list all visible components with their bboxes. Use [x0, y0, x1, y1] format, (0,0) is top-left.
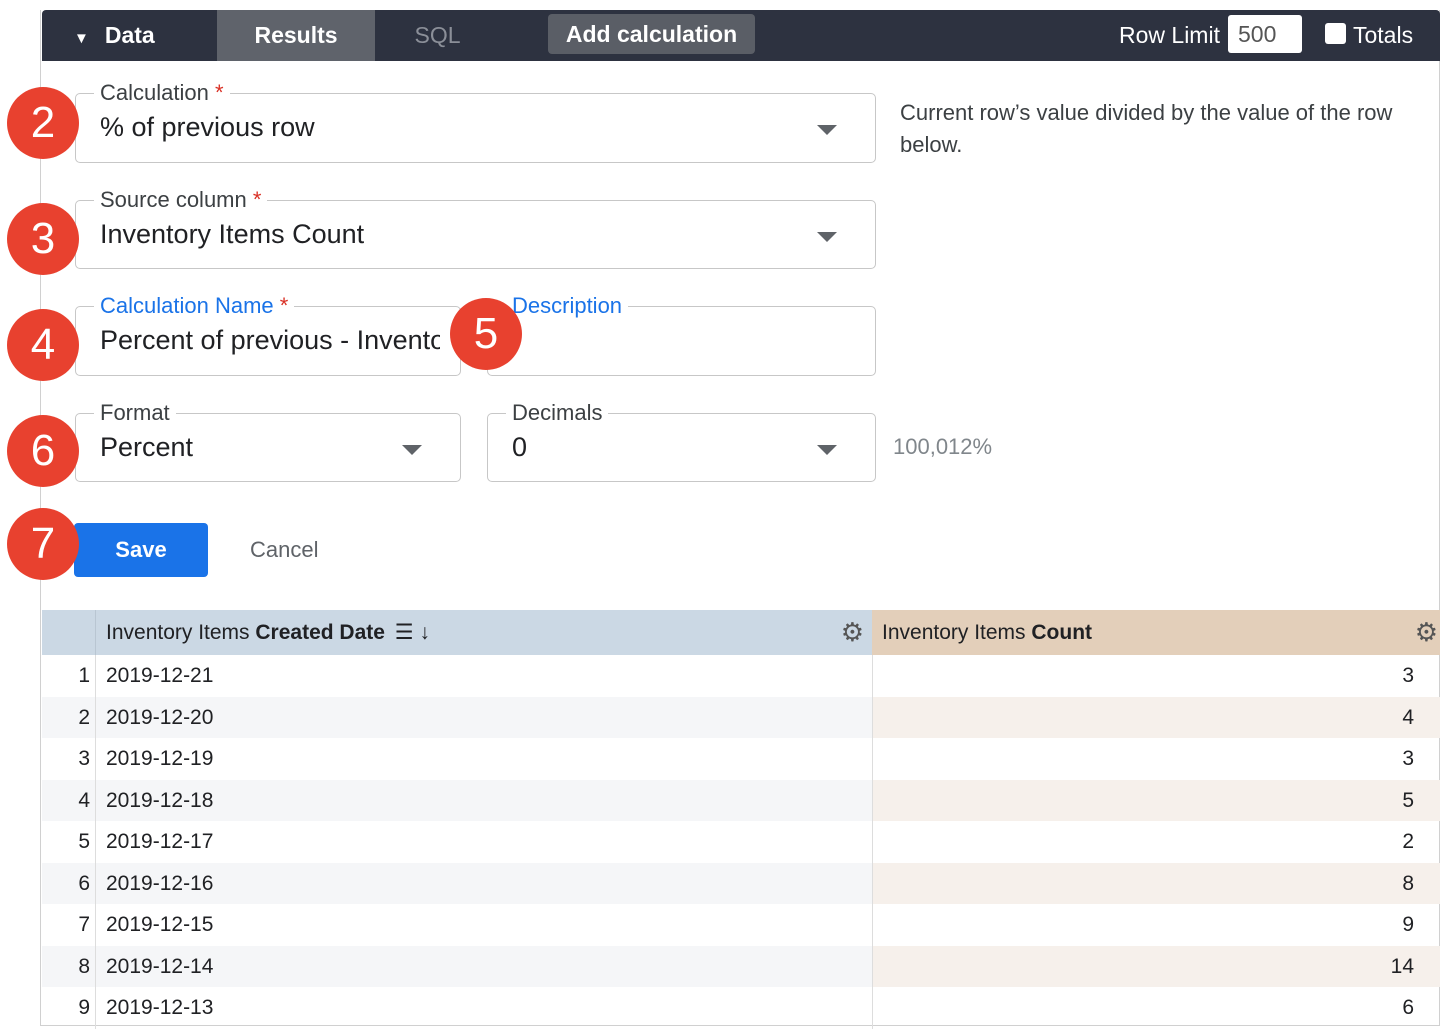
row-number: 7 — [78, 913, 90, 936]
table-row: 2 2019-12-20 4 — [42, 696, 1440, 738]
chevron-down-icon — [817, 445, 837, 455]
column-header-prefix: Inventory Items — [882, 621, 1032, 644]
count-cell: 14 — [872, 945, 1440, 987]
row-number: 9 — [78, 996, 90, 1019]
date-cell: 2019-12-21 — [95, 655, 872, 697]
table-row: 5 2019-12-17 2 — [42, 821, 1440, 863]
sql-tab[interactable]: SQL — [414, 22, 461, 48]
count-cell: 9 — [872, 904, 1440, 946]
chevron-down-icon — [402, 445, 422, 455]
chevron-down-icon — [817, 232, 837, 242]
cancel-button[interactable]: Cancel — [250, 537, 319, 562]
count-cell: 4 — [872, 696, 1440, 738]
table-row: 8 2019-12-14 14 — [42, 945, 1440, 987]
row-limit-label: Row Limit — [1119, 22, 1220, 48]
column-header-count[interactable]: Inventory Items Count ⚙ — [872, 610, 1440, 655]
row-limit-input[interactable]: 500 — [1228, 15, 1302, 53]
date-cell: 2019-12-15 — [95, 904, 872, 946]
table-row: 6 2019-12-16 8 — [42, 862, 1440, 904]
add-calculation-button[interactable]: Add calculation — [548, 14, 755, 54]
count-cell: 6 — [872, 987, 1440, 1029]
row-number: 2 — [78, 705, 90, 729]
calculation-name-label: Calculation Name * — [94, 293, 295, 319]
date-cell: 2019-12-16 — [95, 862, 872, 904]
sort-descending-icon: ↓ — [419, 621, 430, 644]
calculation-select[interactable]: Calculation * % of previous row — [75, 80, 876, 163]
column-header-field: Count — [1031, 621, 1093, 644]
row-number: 4 — [78, 788, 90, 812]
caret-down-icon: ▼ — [74, 30, 89, 47]
format-value: Percent — [100, 432, 194, 462]
calculation-help-text: Current row’s value divided by the value… — [900, 100, 1393, 157]
row-number: 6 — [78, 871, 90, 895]
totals-label: Totals — [1353, 22, 1414, 48]
date-cell: 2019-12-14 — [95, 945, 872, 987]
calculation-name-value: Percent of previous - Inventory Items Co… — [100, 325, 440, 355]
pivot-icon: ☰ — [394, 621, 414, 644]
count-cell: 5 — [872, 779, 1440, 821]
step-badge-7: 7 — [7, 508, 79, 580]
column-header-created-date[interactable]: Inventory Items Created Date ☰ ↓ ⚙ — [95, 610, 872, 655]
gear-icon[interactable]: ⚙ — [1414, 617, 1438, 647]
count-cell: 2 — [872, 821, 1440, 863]
decimals-label: Decimals — [506, 400, 609, 426]
table-row: 1 2019-12-21 3 — [42, 655, 1440, 697]
totals-checkbox[interactable] — [1325, 23, 1346, 44]
date-cell: 2019-12-13 — [95, 987, 872, 1029]
data-tab[interactable]: ▼ Data — [42, 10, 217, 61]
format-label: Format — [94, 400, 176, 426]
date-cell: 2019-12-19 — [95, 738, 872, 780]
step-badge-2: 2 — [7, 87, 79, 159]
date-cell: 2019-12-18 — [95, 779, 872, 821]
format-select[interactable]: Format Percent — [75, 400, 461, 482]
chevron-down-icon — [817, 125, 837, 135]
description-input[interactable]: Description — [487, 293, 876, 376]
table-row: 9 2019-12-13 6 — [42, 987, 1440, 1029]
date-cell: 2019-12-17 — [95, 821, 872, 863]
source-column-select[interactable]: Source column * Inventory Items Count — [75, 187, 876, 269]
column-header-prefix: Inventory Items — [106, 621, 256, 644]
step-badge-3: 3 — [7, 203, 79, 275]
calculation-name-input[interactable]: Calculation Name * Percent of previous -… — [75, 293, 461, 376]
table-row: 4 2019-12-18 5 — [42, 779, 1440, 821]
results-tab[interactable]: Results — [217, 10, 375, 61]
step-badge-5: 5 — [450, 298, 522, 370]
row-number: 1 — [78, 664, 90, 687]
count-cell: 3 — [872, 655, 1440, 697]
row-number: 8 — [78, 954, 90, 978]
source-column-value: Inventory Items Count — [100, 219, 365, 249]
calculation-label: Calculation * — [94, 80, 230, 106]
row-number: 3 — [78, 747, 90, 770]
format-preview: 100,012% — [893, 434, 993, 459]
explore-toolbar: ▼ Data Results SQL Add calculation Row Li… — [42, 10, 1440, 61]
description-label: Description — [506, 293, 629, 319]
gear-icon[interactable]: ⚙ — [840, 617, 864, 647]
table-row: 3 2019-12-19 3 — [42, 738, 1440, 780]
source-column-label: Source column * — [94, 187, 268, 213]
row-number: 5 — [78, 830, 90, 853]
decimals-select[interactable]: Decimals 0 — [487, 400, 876, 482]
count-cell: 3 — [872, 738, 1440, 780]
count-cell: 8 — [872, 862, 1440, 904]
date-cell: 2019-12-20 — [95, 696, 872, 738]
calculation-value: % of previous row — [100, 112, 315, 142]
step-badge-6: 6 — [7, 415, 79, 487]
data-tab-label: Data — [104, 22, 155, 48]
decimals-value: 0 — [512, 432, 528, 462]
table-row: 7 2019-12-15 9 — [42, 904, 1440, 946]
row-number-header — [42, 610, 95, 655]
step-badge-4: 4 — [7, 309, 79, 381]
save-button[interactable]: Save — [74, 523, 208, 577]
column-header-field: Created Date — [255, 621, 385, 644]
